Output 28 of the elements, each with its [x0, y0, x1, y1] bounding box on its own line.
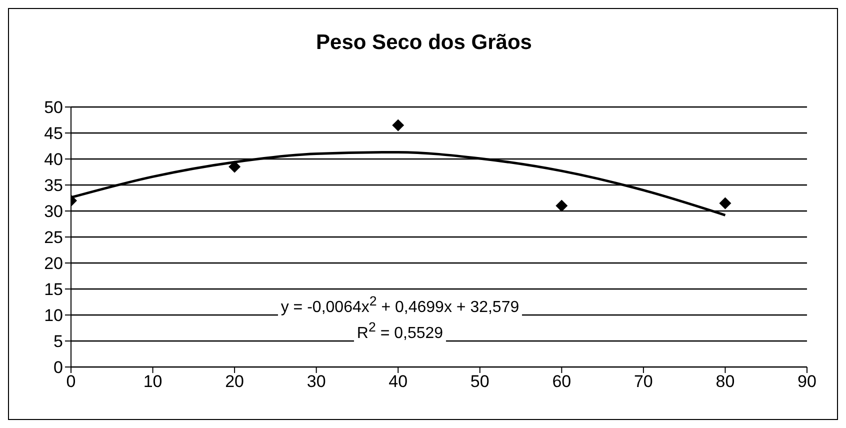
y-tick-label: 40	[44, 150, 63, 170]
annotation: R$^{2}$ = 0,5529	[356, 320, 444, 342]
x-tick-label: 70	[634, 372, 653, 392]
x-tick-label: 0	[66, 372, 76, 392]
chart-title: Peso Seco dos Grãos	[315, 31, 533, 55]
x-tick-label: 40	[388, 372, 408, 392]
x-tick-label: 80	[716, 372, 735, 392]
y-tick-label: 10	[44, 306, 63, 326]
x-tick-label: 50	[470, 372, 490, 392]
point	[228, 160, 241, 173]
y-tick-label: 0	[54, 358, 63, 378]
x-tick-label: 30	[306, 372, 326, 392]
y-tick-label: 5	[54, 332, 63, 352]
point	[556, 200, 568, 212]
y-tick-label: 30	[44, 202, 63, 222]
y-tick-label: 20	[44, 254, 63, 274]
x-tick-label: 10	[143, 372, 162, 392]
x-tick-label: 90	[798, 372, 816, 392]
point	[392, 119, 404, 132]
y-tick-label: 50	[44, 98, 63, 118]
annotation: y = -0,0064x$^{2}$ + 0,4699x + 32,579	[280, 294, 520, 316]
x-tick-label: 20	[225, 372, 244, 392]
y-tick-label: 15	[44, 280, 63, 300]
x-tick-label: 60	[552, 372, 572, 392]
point	[719, 197, 732, 210]
y-tick-label: 25	[44, 228, 63, 248]
y-tick-label: 45	[44, 124, 63, 144]
y-tick-label: 35	[44, 176, 63, 196]
